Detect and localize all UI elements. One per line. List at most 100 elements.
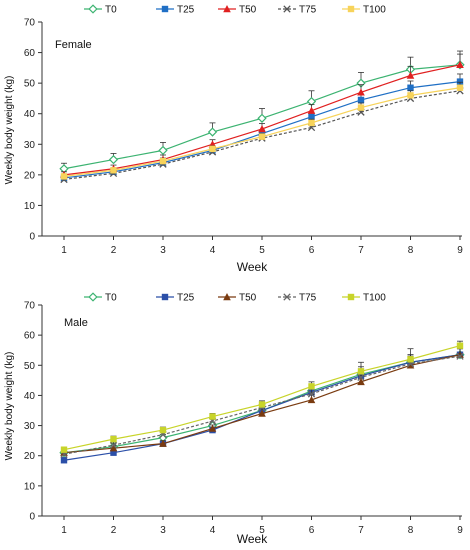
legend-entry-t25: T25 xyxy=(156,293,195,304)
x-tick-label: 2 xyxy=(111,245,117,256)
data-point xyxy=(257,113,267,123)
data-point xyxy=(456,60,464,68)
legend-label: T75 xyxy=(299,5,317,16)
legend-marker xyxy=(161,5,169,13)
legend-marker xyxy=(88,4,98,14)
x-tick-label: 5 xyxy=(259,245,265,256)
legend-label: T50 xyxy=(239,293,257,304)
x-tick-label: 7 xyxy=(358,525,364,536)
legend-entry-t0: T0 xyxy=(84,292,117,304)
y-tick-label: 0 xyxy=(29,512,35,523)
data-point xyxy=(407,356,414,363)
data-point xyxy=(60,457,68,464)
data-point xyxy=(406,71,415,79)
data-point xyxy=(357,104,365,111)
data-point xyxy=(159,426,167,434)
y-axis-title: Weekly body weight (kg) xyxy=(4,352,15,461)
y-tick-label: 70 xyxy=(24,18,36,29)
x-axis-title: Week xyxy=(237,260,268,274)
legend-label: T0 xyxy=(105,5,117,16)
y-tick-label: 10 xyxy=(24,481,36,492)
legend-entry-t50: T50 xyxy=(218,5,257,16)
data-point xyxy=(357,88,365,96)
series-t0 xyxy=(59,50,465,174)
data-point xyxy=(258,401,266,408)
panel-label: Male xyxy=(64,317,88,329)
data-point xyxy=(308,113,315,120)
y-tick-label: 0 xyxy=(29,232,35,243)
legend-marker xyxy=(283,293,291,301)
legend-entry-t25: T25 xyxy=(156,5,195,16)
data-point xyxy=(110,449,117,456)
panel-label: Female xyxy=(55,39,92,51)
data-point xyxy=(159,439,167,447)
y-tick-label: 50 xyxy=(24,79,36,90)
data-point xyxy=(60,446,68,453)
data-point xyxy=(209,413,216,420)
x-tick-label: 2 xyxy=(111,525,117,536)
legend-marker xyxy=(223,5,231,13)
x-axis-title: Week xyxy=(237,532,268,546)
data-point xyxy=(357,368,365,375)
legend-label: T100 xyxy=(363,293,386,304)
x-tick-label: 9 xyxy=(457,525,463,536)
legend-entry-t50: T50 xyxy=(218,293,257,304)
data-point xyxy=(208,424,217,432)
data-point xyxy=(308,119,315,127)
data-point xyxy=(110,435,117,443)
series-t100 xyxy=(60,81,464,180)
data-point xyxy=(357,96,365,104)
data-point xyxy=(110,167,117,174)
series-line xyxy=(63,345,461,451)
data-point xyxy=(207,127,218,137)
legend-marker xyxy=(88,292,98,302)
x-tick-label: 1 xyxy=(61,525,67,536)
legend-marker xyxy=(223,293,231,301)
legend-entry-t75: T75 xyxy=(278,293,317,304)
legend-marker xyxy=(347,5,355,13)
data-point xyxy=(357,373,365,382)
x-tick-label: 5 xyxy=(259,525,265,536)
data-point xyxy=(407,92,414,99)
x-tick-label: 9 xyxy=(457,245,463,256)
legend-label: T50 xyxy=(239,5,257,16)
x-tick-label: 6 xyxy=(309,245,315,256)
y-tick-label: 20 xyxy=(24,451,36,462)
legend-label: T25 xyxy=(177,5,195,16)
x-tick-label: 8 xyxy=(408,525,414,536)
data-point xyxy=(158,145,168,156)
y-tick-label: 60 xyxy=(24,48,36,59)
data-point xyxy=(209,145,216,153)
y-tick-label: 50 xyxy=(24,361,36,372)
y-tick-label: 10 xyxy=(24,201,36,212)
x-tick-label: 3 xyxy=(160,525,166,536)
y-tick-label: 40 xyxy=(24,391,36,402)
data-point xyxy=(407,84,414,91)
legend-marker xyxy=(347,293,355,301)
legend-marker xyxy=(161,293,169,301)
x-tick-label: 8 xyxy=(408,245,414,256)
data-point xyxy=(357,377,365,386)
x-tick-label: 3 xyxy=(160,245,166,256)
data-point xyxy=(456,352,464,360)
x-tick-label: 6 xyxy=(309,525,315,536)
y-tick-label: 60 xyxy=(24,331,36,342)
data-point xyxy=(60,173,68,180)
data-point xyxy=(456,84,464,91)
series-t100 xyxy=(60,340,464,453)
data-point xyxy=(108,154,119,165)
data-point xyxy=(109,441,118,449)
data-point xyxy=(109,444,118,452)
data-point xyxy=(307,106,316,114)
y-axis-title: Weekly body weight (kg) xyxy=(4,76,15,185)
x-tick-label: 4 xyxy=(210,245,216,256)
legend-label: T25 xyxy=(177,293,195,304)
data-point xyxy=(159,157,167,165)
data-point xyxy=(258,409,266,417)
data-point xyxy=(456,78,464,85)
y-tick-label: 40 xyxy=(24,109,36,120)
y-tick-label: 30 xyxy=(24,421,36,432)
legend-entry-t75: T75 xyxy=(278,5,317,16)
legend-entry-t100: T100 xyxy=(342,5,386,16)
